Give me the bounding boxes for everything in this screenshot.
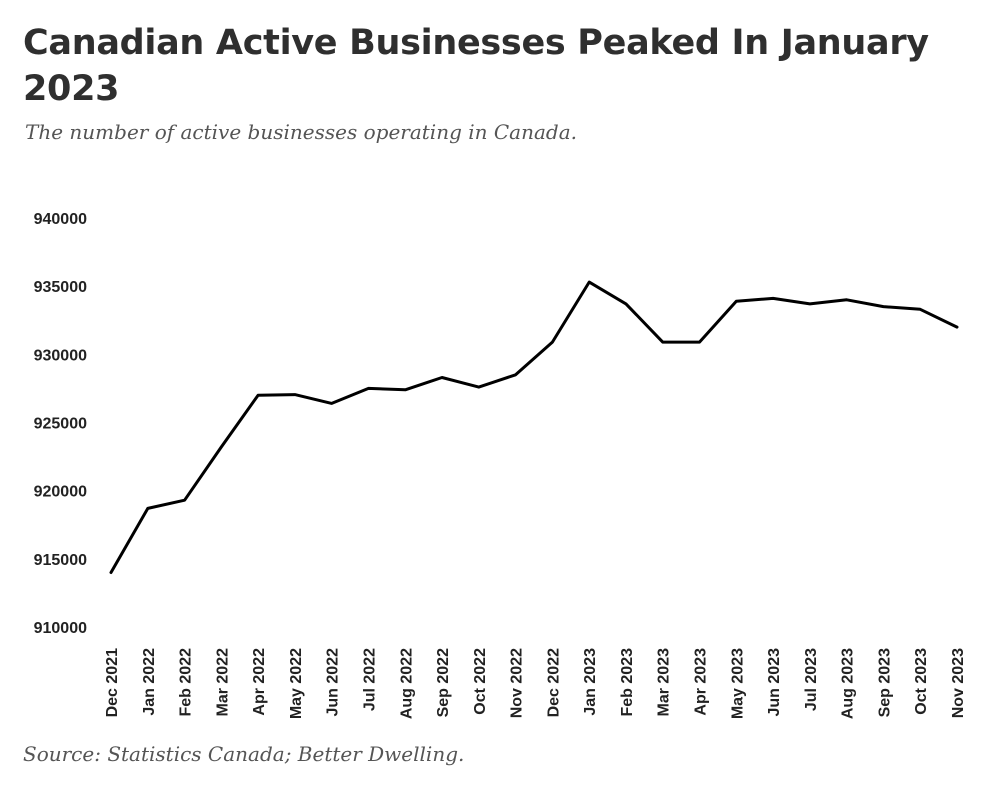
x-tick-label: Sep 2023 xyxy=(876,648,893,717)
y-axis: 910000 915000 920000 925000 930000 935000 9400… xyxy=(34,211,87,637)
x-tick-label: Jan 2022 xyxy=(141,648,158,716)
source-note: Source: Statistics Canada; Better Dwelli… xyxy=(23,742,465,766)
data-point xyxy=(880,304,886,310)
data-point xyxy=(917,306,923,312)
y-tick-label: 915000 xyxy=(34,552,87,569)
data-point xyxy=(954,324,960,330)
x-tick-label: Sep 2022 xyxy=(435,648,452,717)
x-tick-label: Nov 2023 xyxy=(950,648,967,718)
x-tick-label: Aug 2022 xyxy=(398,648,415,719)
x-tick-label: Apr 2022 xyxy=(251,648,268,716)
series-line xyxy=(109,280,959,574)
chart-subtitle: The number of active businesses operatin… xyxy=(25,120,577,144)
data-point xyxy=(108,569,114,575)
data-point xyxy=(218,444,224,450)
x-tick-label: Feb 2023 xyxy=(619,648,636,717)
data-point xyxy=(660,339,666,345)
data-point xyxy=(549,339,555,345)
x-tick-label: Jul 2022 xyxy=(361,648,378,711)
x-tick-label: Jun 2023 xyxy=(766,648,783,717)
y-tick-label: 940000 xyxy=(34,211,87,228)
x-tick-label: Mar 2022 xyxy=(214,648,231,717)
y-tick-label: 910000 xyxy=(34,620,87,637)
data-point xyxy=(145,505,151,511)
y-tick-label: 935000 xyxy=(34,279,87,296)
chart-title: Canadian Active Businesses Peaked In Jan… xyxy=(23,23,929,109)
data-point xyxy=(513,372,519,378)
data-point xyxy=(476,384,482,390)
x-tick-label: Oct 2022 xyxy=(472,648,489,715)
x-tick-label: Oct 2023 xyxy=(913,648,930,715)
x-tick-label: Jul 2023 xyxy=(803,648,820,711)
x-tick-label: Jan 2023 xyxy=(582,648,599,716)
x-tick-label: Nov 2022 xyxy=(509,648,526,718)
x-tick-label: Mar 2023 xyxy=(656,648,673,717)
x-tick-label: Aug 2023 xyxy=(840,648,857,719)
x-axis: Dec 2021 Jan 2022 Feb 2022 Mar 2022 Apr 2022… xyxy=(104,648,967,719)
data-point xyxy=(329,400,335,406)
data-point xyxy=(439,375,445,381)
y-tick-label: 930000 xyxy=(34,347,87,364)
data-point xyxy=(365,385,371,391)
x-tick-label: Apr 2023 xyxy=(693,648,710,716)
x-tick-label: May 2023 xyxy=(729,648,746,719)
data-point xyxy=(844,297,850,303)
x-tick-label: Dec 2022 xyxy=(545,648,562,717)
x-tick-label: Feb 2022 xyxy=(178,648,195,717)
data-point xyxy=(182,497,188,503)
data-point xyxy=(697,339,703,345)
plot-area xyxy=(108,279,960,575)
data-point xyxy=(586,279,592,285)
y-tick-label: 925000 xyxy=(34,416,87,433)
data-point xyxy=(733,298,739,304)
x-tick-label: Jun 2022 xyxy=(325,648,342,717)
x-tick-label: May 2022 xyxy=(288,648,305,719)
data-point xyxy=(292,392,298,398)
data-point xyxy=(807,301,813,307)
data-point xyxy=(623,301,629,307)
y-tick-label: 920000 xyxy=(34,484,87,501)
data-point xyxy=(255,392,261,398)
x-tick-label: Dec 2021 xyxy=(104,648,121,717)
data-point xyxy=(402,387,408,393)
data-point xyxy=(770,295,776,301)
